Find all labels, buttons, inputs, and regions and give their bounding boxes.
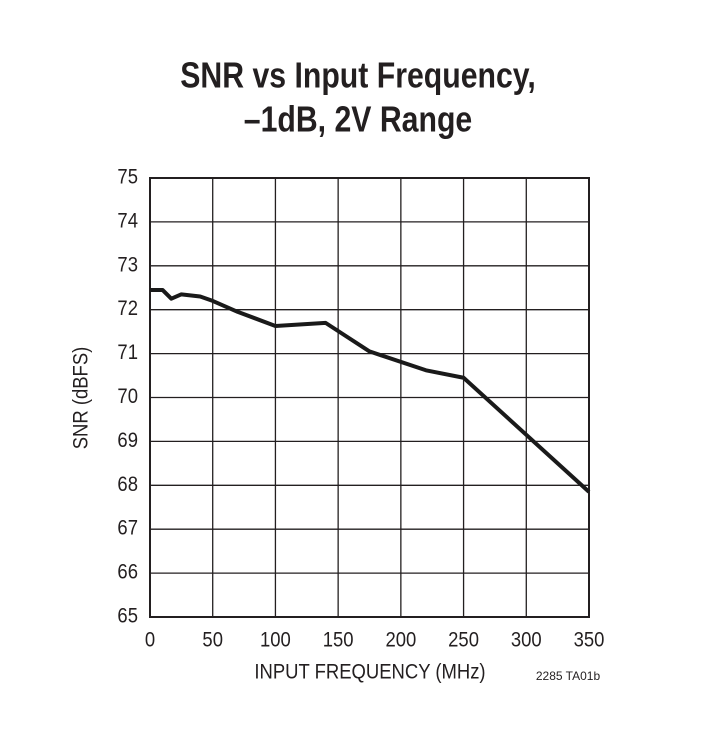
x-tick-label: 250 xyxy=(448,628,479,651)
y-tick-label: 68 xyxy=(117,473,138,496)
y-tick-label: 65 xyxy=(117,604,138,627)
x-tick-label: 350 xyxy=(574,628,605,651)
y-tick-label: 73 xyxy=(117,253,138,276)
y-tick-label: 75 xyxy=(117,165,138,188)
x-tick-label: 100 xyxy=(260,628,291,651)
chart-title: SNR vs Input Frequency, xyxy=(180,56,536,96)
x-tick-label: 0 xyxy=(145,628,155,651)
x-axis-label: INPUT FREQUENCY (MHz) xyxy=(254,660,485,683)
x-tick-label: 200 xyxy=(385,628,416,651)
y-tick-label: 66 xyxy=(117,561,138,584)
x-tick-label: 50 xyxy=(202,628,223,651)
y-tick-label: 74 xyxy=(117,209,138,232)
x-tick-label: 300 xyxy=(511,628,542,651)
y-tick-label: 71 xyxy=(117,341,138,364)
y-tick-label: 69 xyxy=(117,429,138,452)
y-tick-label: 72 xyxy=(117,297,138,320)
y-tick-label: 67 xyxy=(117,517,138,540)
chart-title: –1dB, 2V Range xyxy=(244,100,472,140)
data-line xyxy=(150,287,591,494)
x-tick-label: 150 xyxy=(323,628,354,651)
plot-frame xyxy=(149,177,590,618)
y-tick-label: 70 xyxy=(117,385,138,408)
y-axis-label: SNR (dBFS) xyxy=(69,347,92,450)
figure-code: 2285 TA01b xyxy=(536,669,601,683)
